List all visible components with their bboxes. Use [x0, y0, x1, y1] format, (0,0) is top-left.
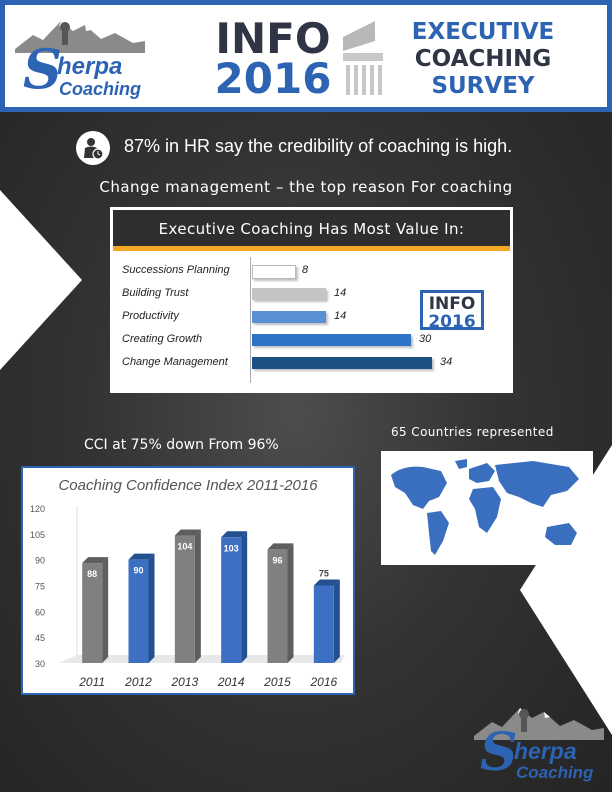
cci-data-label: 96: [272, 555, 282, 565]
hr-credibility-stat: 87% in HR say the credibility of coachin…: [124, 136, 513, 156]
value-bar: [252, 265, 296, 279]
cci-y-tick: 120: [30, 504, 45, 514]
value-category-label: Productivity: [122, 310, 179, 322]
cci-chart-title: Coaching Confidence Index 2011-2016: [58, 477, 318, 494]
cci-data-label: 103: [224, 543, 239, 553]
value-bar: [252, 334, 411, 346]
cci-x-tick: 2011: [78, 675, 105, 689]
cci-bar-side: [287, 543, 294, 663]
sherpa-coaching-logo-bottom: S herpa Coaching: [474, 700, 604, 785]
value-bar: [252, 288, 326, 300]
cci-caption: CCI at 75% down From 96%: [84, 437, 279, 453]
cci-bar-side: [148, 553, 155, 663]
cci-bar-top: [174, 529, 201, 536]
cci-data-label: 90: [133, 566, 143, 576]
cci-y-tick: 45: [35, 633, 45, 643]
logo-letter-s: S: [23, 37, 62, 101]
cci-bar-top: [82, 557, 109, 564]
cci-x-tick: 2014: [217, 675, 245, 689]
info-2016-mark: INFO 2016: [208, 14, 338, 103]
value-data-label: 34: [440, 356, 453, 368]
cci-data-label: 75: [319, 569, 329, 579]
badge-info: INFO: [428, 294, 476, 314]
decorative-triangle-left: [0, 190, 82, 370]
cci-bar-side: [102, 557, 109, 663]
title-line-survey: SURVEY: [431, 73, 535, 99]
value-chart-title: Executive Coaching Has Most Value In:: [158, 220, 465, 238]
value-category-label: Change Management: [122, 356, 228, 368]
cci-y-tick: 90: [35, 556, 45, 566]
value-data-label: 14: [334, 310, 347, 322]
cci-bar-top: [313, 579, 340, 586]
value-category-label: Building Trust: [122, 287, 189, 299]
cci-bar-side: [194, 529, 201, 663]
cci-chart: Coaching Confidence Index 2011-2016 120 10…: [30, 477, 345, 689]
cci-bar-top: [267, 543, 294, 550]
badge-year: 2016: [428, 312, 476, 332]
value-category-label: Creating Growth: [122, 333, 203, 345]
cci-bar: [174, 535, 195, 663]
cci-y-tick: 105: [30, 530, 45, 540]
cci-y-tick: 60: [35, 607, 45, 617]
cci-bar-side: [241, 531, 248, 663]
value-chart-plot: INFO 2016 Successions Planning 8 Building …: [113, 251, 510, 390]
countries-caption: 65 Countries represented: [391, 425, 554, 439]
cci-y-tick: 75: [35, 582, 45, 592]
capitol-icon: [343, 21, 383, 95]
logo-word-sherpa: herpa: [57, 53, 123, 80]
cci-x-tick: 2012: [124, 675, 152, 689]
world-map-graphic: [383, 453, 591, 563]
value-data-label: 8: [302, 264, 309, 276]
cci-x-tick: 2016: [309, 675, 337, 689]
logo-letter-s: S: [480, 722, 518, 783]
title-underline: [113, 246, 510, 251]
cci-bar: [128, 559, 149, 663]
value-data-label: 30: [419, 333, 432, 345]
cci-data-label: 104: [177, 542, 192, 552]
info-label: INFO: [215, 14, 331, 63]
info-2016-badge: INFO 2016: [420, 290, 484, 332]
value-bar: [252, 311, 326, 323]
value-bar: [252, 357, 432, 369]
cci-chart-panel: Coaching Confidence Index 2011-2016 120 10…: [21, 466, 355, 695]
value-data-label: 14: [334, 287, 347, 299]
top-reason-heading: Change management – the top reason For c…: [99, 178, 513, 196]
value-chart-axis: [250, 257, 251, 383]
cci-bar: [267, 549, 288, 663]
cci-x-tick: 2013: [170, 675, 198, 689]
cci-x-tick: 2015: [263, 675, 291, 689]
year-label: 2016: [214, 54, 332, 103]
logo-word-coaching: Coaching: [59, 79, 142, 99]
sherpa-coaching-logo-top: S herpa Coaching: [15, 13, 145, 103]
cci-y-tick: 30: [35, 659, 45, 669]
cci-bar: [82, 563, 103, 663]
value-chart-panel: Executive Coaching Has Most Value In: IN…: [110, 207, 513, 393]
title-line-coaching: COACHING: [414, 46, 552, 72]
cci-bar: [221, 537, 242, 663]
logo-word-coaching: Coaching: [516, 763, 594, 782]
title-line-executive: EXECUTIVE: [411, 19, 555, 45]
value-category-label: Successions Planning: [122, 264, 230, 276]
person-clock-icon: [76, 131, 110, 165]
mountain-icon: [474, 708, 604, 740]
cci-bar: [313, 585, 334, 663]
header-panel: S herpa Coaching INFO 2016 EXECUTIVE COA…: [5, 5, 607, 107]
cci-data-label: 88: [87, 569, 97, 579]
cci-bar-top: [128, 553, 155, 560]
cci-bar-side: [333, 579, 340, 663]
mountain-icon: [15, 21, 145, 53]
world-map: [381, 451, 593, 565]
logo-word-sherpa: herpa: [514, 738, 577, 764]
survey-title: EXECUTIVE COACHING SURVEY: [403, 19, 563, 100]
cci-bar-top: [221, 531, 248, 538]
header-banner: S herpa Coaching INFO 2016 EXECUTIVE COA…: [0, 0, 612, 112]
